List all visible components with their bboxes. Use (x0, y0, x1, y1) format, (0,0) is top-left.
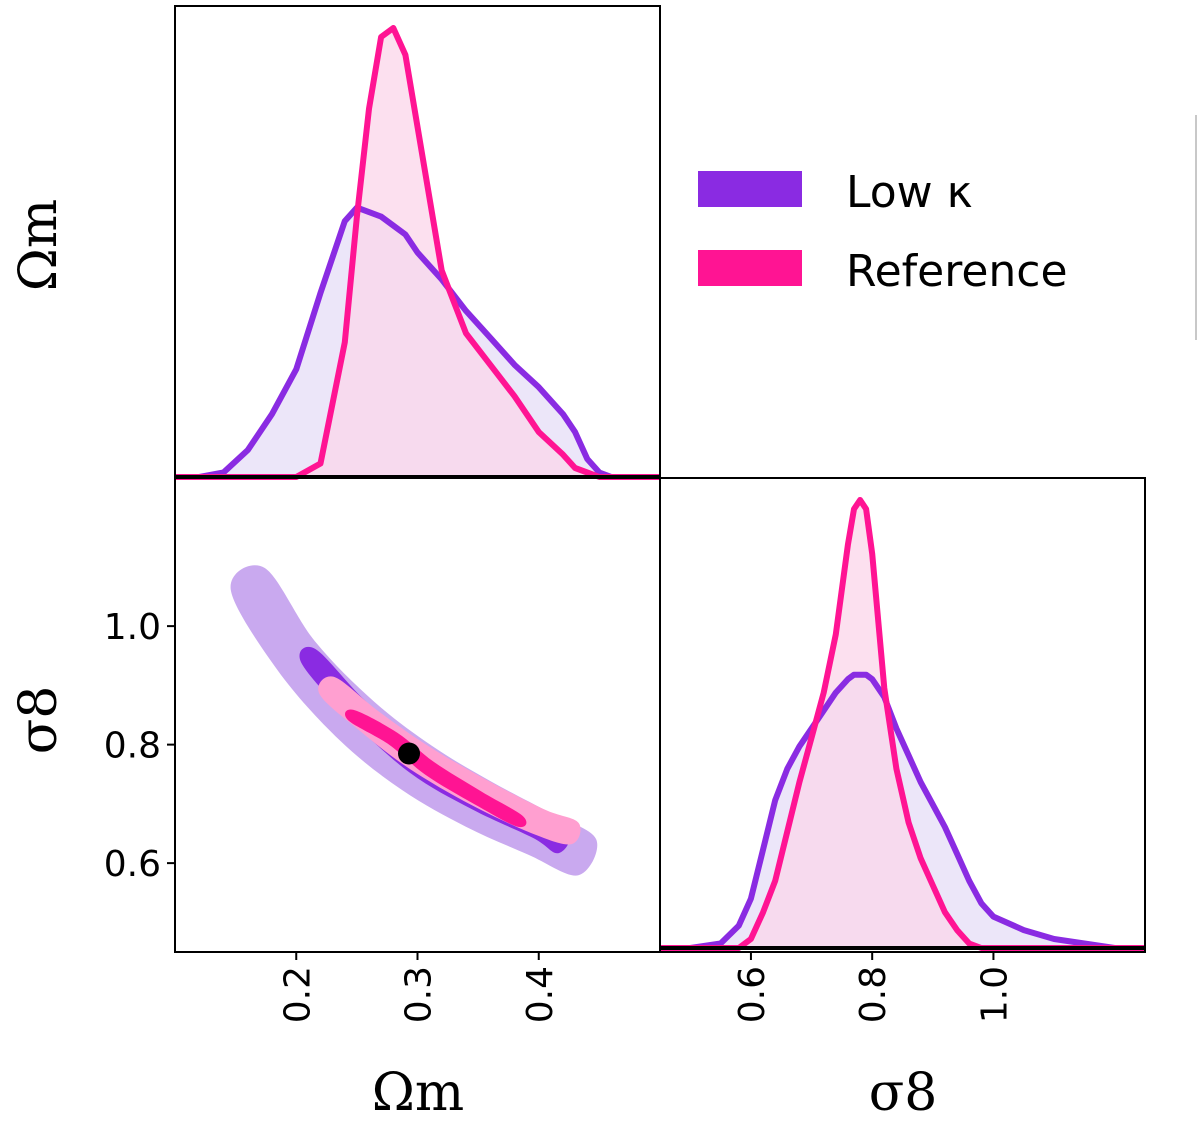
joint-xtick-label: 0.2 (277, 966, 318, 1023)
sigma8-xtick-label: 1.0 (974, 966, 1015, 1023)
reference-contour-inner (345, 709, 527, 828)
joint-contours (230, 565, 598, 876)
marginal-sigma8-frame (659, 477, 1146, 953)
legend-swatch-reference (698, 250, 802, 286)
joint-xtick-label: 0.3 (399, 966, 440, 1023)
row1-ylabel: Ωm (9, 199, 69, 291)
marginal-omega-m-curves (175, 25, 660, 480)
joint-xtick-label: 0.4 (520, 966, 561, 1023)
legend: Low κ Reference (698, 167, 1068, 297)
panel-marginal-sigma8: 0.6 0.8 1.0 (659, 477, 1146, 1023)
sigma8-xtick-label: 0.8 (853, 966, 894, 1023)
joint-ticks: 0.6 0.8 1.0 0.2 0.3 0.4 (104, 607, 561, 1023)
joint-frame (174, 477, 661, 953)
marginal-line-low-kappa (660, 671, 1145, 951)
joint-ytick-label: 1.0 (104, 607, 161, 648)
panel-joint: 0.6 0.8 1.0 0.2 0.3 0.4 (104, 477, 661, 1023)
col2-xlabel: σ8 (869, 1063, 938, 1123)
marginal-sigma8-ticks: 0.6 0.8 1.0 (732, 952, 1015, 1023)
reference-contour-outer (318, 676, 581, 845)
panel-marginal-omega-m (174, 5, 661, 480)
legend-swatch-low-kappa (698, 171, 802, 207)
marginal-sigma8-curves (660, 497, 1145, 951)
truth-point (398, 742, 421, 765)
row2-ylabel: σ8 (9, 686, 69, 755)
legend-label-reference: Reference (846, 246, 1068, 297)
marginal-fill-reference (660, 500, 1145, 948)
sigma8-xtick-label: 0.6 (732, 966, 773, 1023)
joint-ytick-label: 0.6 (104, 844, 161, 885)
marginal-line-low-kappa (175, 204, 660, 480)
col1-xlabel: Ωm (372, 1063, 464, 1123)
legend-label-low-kappa: Low κ (846, 167, 973, 218)
joint-ytick-label: 0.8 (104, 726, 161, 767)
